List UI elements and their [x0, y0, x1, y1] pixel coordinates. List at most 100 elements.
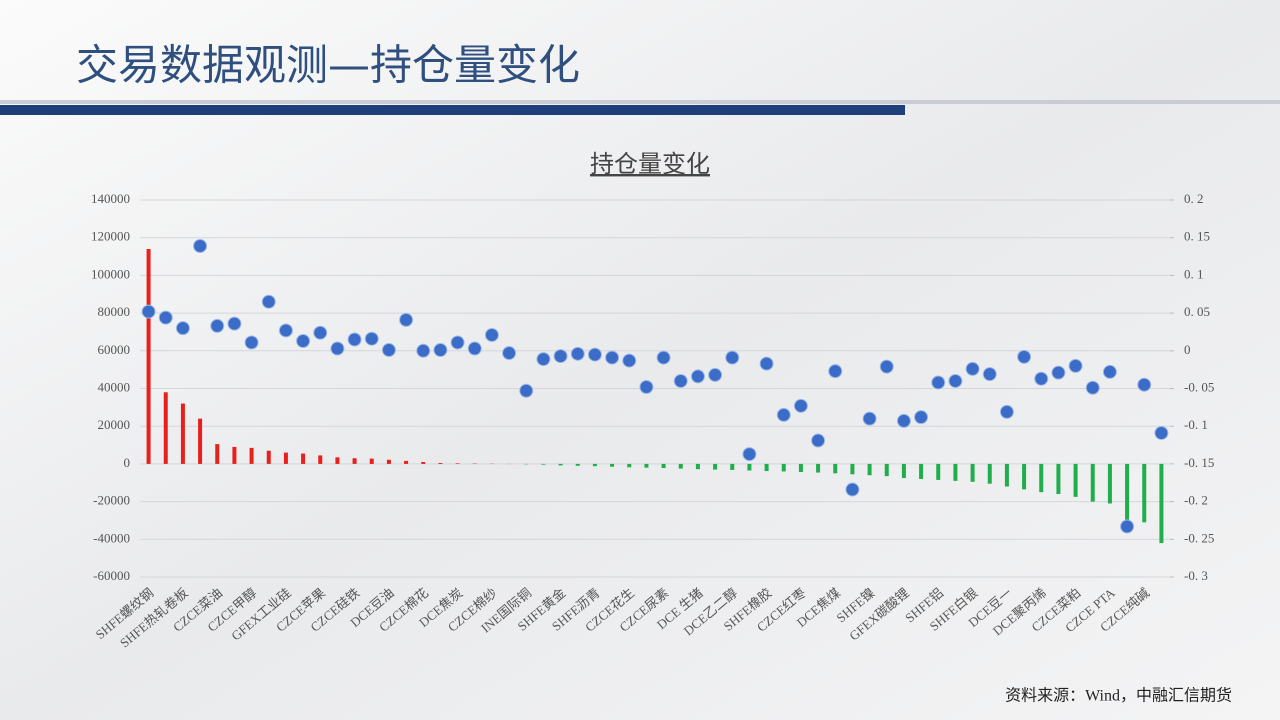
point — [553, 349, 568, 364]
y-tick-label: 40000 — [98, 379, 131, 394]
point — [330, 341, 345, 356]
point — [605, 350, 620, 365]
chart-title: 持仓量变化 — [590, 150, 710, 178]
point — [193, 238, 208, 253]
bar — [352, 458, 357, 464]
point — [656, 350, 671, 365]
y2-tick-label: 0. 15 — [1184, 229, 1210, 244]
bar — [850, 463, 855, 475]
bar — [386, 459, 391, 464]
y-tick-label: 0 — [124, 455, 131, 470]
point — [622, 353, 637, 368]
bar — [730, 463, 735, 470]
bar — [919, 463, 924, 479]
bar — [627, 463, 632, 468]
point — [1051, 365, 1066, 380]
bar — [953, 463, 958, 481]
point — [399, 312, 414, 327]
point — [587, 347, 602, 362]
bar — [1090, 463, 1095, 502]
point — [1085, 380, 1100, 395]
point — [158, 310, 173, 325]
y-tick-label: 60000 — [98, 342, 131, 357]
bar — [833, 463, 838, 474]
bar — [713, 463, 718, 470]
bar — [781, 463, 786, 472]
point — [776, 407, 791, 422]
bar — [987, 463, 992, 484]
point — [278, 323, 293, 338]
point — [364, 331, 379, 346]
point — [965, 361, 980, 376]
bar — [180, 403, 185, 464]
bar — [867, 463, 872, 476]
point — [467, 341, 482, 356]
point — [536, 352, 551, 367]
y2-tick-label: 0. 2 — [1184, 191, 1204, 206]
bar — [404, 460, 409, 464]
point — [484, 327, 499, 342]
bar — [764, 463, 769, 472]
point — [519, 383, 534, 398]
bar — [936, 463, 941, 480]
point — [450, 335, 465, 350]
y-tick-label: 20000 — [98, 417, 131, 432]
y2-tick-label: 0 — [1184, 342, 1191, 357]
point — [914, 410, 929, 425]
bar — [610, 463, 615, 467]
bar — [798, 463, 803, 473]
point — [759, 356, 774, 371]
header-bar — [0, 105, 905, 115]
y2-tick-label: -0. 2 — [1184, 493, 1208, 508]
y-tick-label: -60000 — [93, 568, 130, 583]
bar — [455, 463, 460, 464]
bar — [661, 463, 666, 469]
y-tick-label: 100000 — [91, 266, 130, 281]
bar — [266, 450, 271, 464]
point — [416, 343, 431, 358]
point — [742, 447, 757, 462]
bar — [884, 463, 889, 477]
point — [261, 294, 276, 309]
point — [381, 343, 396, 358]
point — [896, 413, 911, 428]
bar — [249, 447, 254, 464]
bar — [163, 392, 168, 464]
point — [1068, 358, 1083, 373]
point — [502, 346, 517, 361]
bar — [283, 452, 288, 464]
bar — [695, 463, 700, 470]
bar — [1039, 463, 1044, 493]
bar — [575, 463, 580, 466]
bar — [232, 446, 237, 464]
bar — [438, 462, 443, 464]
point — [862, 411, 877, 426]
point — [1120, 519, 1135, 534]
bar — [1142, 463, 1147, 523]
point — [879, 359, 894, 374]
point — [725, 350, 740, 365]
bar — [335, 457, 340, 464]
point — [244, 335, 259, 350]
point — [175, 321, 190, 336]
bar — [678, 463, 683, 469]
point — [999, 404, 1014, 419]
point — [1034, 371, 1049, 386]
y-tick-label: 120000 — [91, 229, 130, 244]
point — [347, 332, 362, 347]
bar — [1073, 463, 1078, 497]
point — [210, 318, 225, 333]
point — [708, 367, 723, 382]
slide-title: 交易数据观测—持仓量变化 — [76, 41, 580, 90]
point — [1017, 349, 1032, 364]
bar — [421, 462, 426, 464]
y-tick-label: 80000 — [98, 304, 131, 319]
point — [1102, 364, 1117, 379]
point — [931, 375, 946, 390]
bar — [1107, 463, 1112, 504]
y-tick-label: -40000 — [93, 530, 130, 545]
point — [673, 373, 688, 388]
bar — [970, 463, 975, 482]
bar — [146, 249, 151, 464]
